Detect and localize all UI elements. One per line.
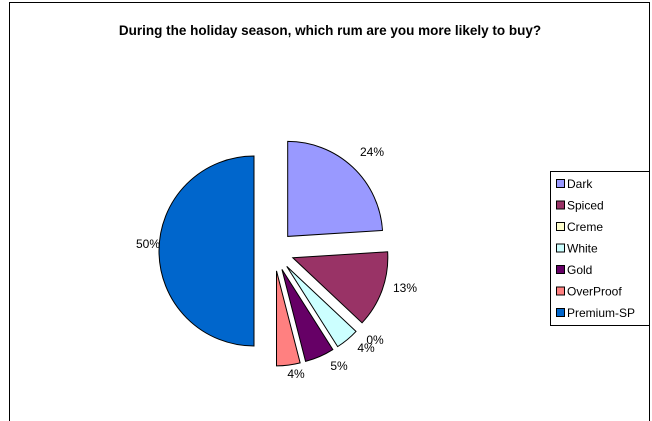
legend-label-white: White: [567, 242, 598, 256]
legend-swatch-creme: [556, 222, 565, 231]
pie-slice-spiced: [291, 251, 389, 324]
legend: Dark Spiced Creme White Gold OverProof Premium…: [550, 171, 650, 326]
legend-label-premium-sp: Premium-SP: [567, 306, 635, 320]
pie-slice-gold: [281, 269, 334, 362]
pie-slice-dark: [287, 140, 384, 237]
legend-swatch-dark: [556, 179, 565, 188]
data-labels: 24%13%0%4%5%4%50%: [136, 145, 417, 381]
legend-box: [550, 171, 650, 326]
legend-swatch-overproof: [556, 286, 565, 296]
pie-slice-overproof: [276, 270, 301, 367]
data-label-gold: 5%: [330, 359, 348, 373]
data-label-spiced: 13%: [393, 281, 417, 295]
chart-title: During the holiday season, which rum are…: [118, 23, 542, 38]
data-label-overproof: 4%: [287, 367, 305, 381]
legend-swatch-premium-sp: [556, 308, 565, 317]
legend-swatch-spiced: [556, 200, 565, 210]
data-label-white: 4%: [357, 341, 375, 355]
pie-slice-white: [286, 266, 357, 348]
legend-label-overproof: OverProof: [567, 285, 622, 299]
pie-slice-premium-sp: [158, 155, 255, 347]
data-label-premium-sp: 50%: [136, 237, 160, 251]
legend-label-dark: Dark: [567, 177, 593, 191]
data-label-creme: 0%: [366, 333, 384, 347]
legend-swatch-white: [556, 243, 565, 253]
legend-label-spiced: Spiced: [567, 199, 604, 213]
legend-swatch-gold: [556, 265, 565, 274]
data-label-dark: 24%: [360, 145, 384, 159]
legend-label-gold: Gold: [567, 263, 592, 277]
legend-label-creme: Creme: [567, 220, 603, 234]
pie-slices: [158, 140, 389, 367]
